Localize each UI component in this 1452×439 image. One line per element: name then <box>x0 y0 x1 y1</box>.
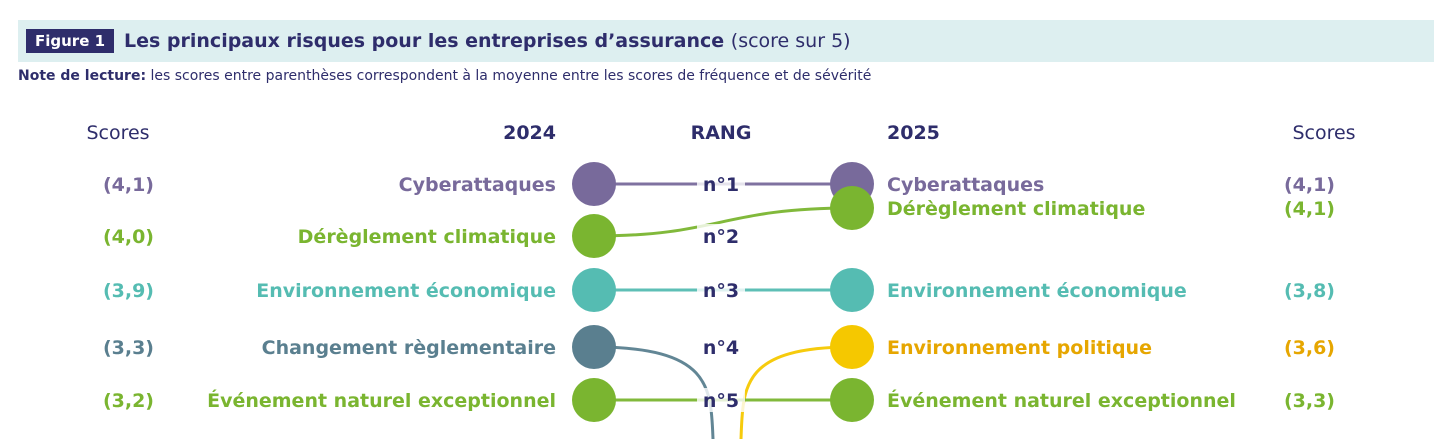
ranks-layer: n°1 n°2 n°3 n°4 n°5 <box>697 172 745 412</box>
figure-title: Les principaux risques pour les entrepri… <box>124 28 851 54</box>
node-2024 <box>572 214 616 258</box>
node-2025 <box>830 378 874 422</box>
rank-halo <box>697 172 745 196</box>
reading-note-text: les scores entre parenthèses corresponde… <box>150 68 872 84</box>
rank-label: n°1 <box>703 174 739 196</box>
node-2024 <box>572 162 616 206</box>
node-2024 <box>572 268 616 312</box>
label-2024: Événement naturel exceptionnel <box>207 389 556 412</box>
figure-subtitle: (score sur 5) <box>730 30 851 52</box>
header-year-left: 2024 <box>503 122 556 144</box>
rank-halo <box>697 388 745 412</box>
score-2025: (3,8) <box>1284 280 1335 302</box>
label-2025: Événement naturel exceptionnel <box>887 389 1236 412</box>
reading-note-lead: Note de lecture: <box>18 68 147 84</box>
label-2025: Dérèglement climatique <box>887 198 1145 220</box>
score-2025: (4,1) <box>1284 198 1335 220</box>
score-2025: (3,3) <box>1284 390 1335 412</box>
label-2025: Environnement politique <box>887 337 1152 359</box>
node-2024 <box>572 378 616 422</box>
label-2024: Dérèglement climatique <box>298 226 556 248</box>
rank-halo <box>697 224 745 248</box>
node-2025 <box>830 268 874 312</box>
score-2024: (3,9) <box>103 280 154 302</box>
label-2024: Changement règlementaire <box>262 337 556 359</box>
node-2025 <box>830 325 874 369</box>
label-2025: Cyberattaques <box>887 174 1044 196</box>
label-2024: Environnement économique <box>256 280 556 302</box>
figure-tag: Figure 1 <box>26 29 115 53</box>
figure-title-text: Les principaux risques pour les entrepri… <box>124 30 725 52</box>
link-line <box>593 345 715 439</box>
score-2024: (3,3) <box>103 337 154 359</box>
labels-layer: Cyberattaques (4,1) Dérèglement climatique… <box>103 174 1335 412</box>
score-2025: (3,6) <box>1284 337 1335 359</box>
score-2024: (4,0) <box>103 226 154 248</box>
header-scores-right: Scores <box>1292 122 1355 144</box>
rank-halo <box>697 278 745 302</box>
header-rank: RANG <box>691 122 752 144</box>
rank-label: n°4 <box>703 337 739 359</box>
node-2024 <box>572 325 616 369</box>
label-2025: Environnement économique <box>887 280 1187 302</box>
rank-label: n°5 <box>703 390 739 412</box>
header-year-right: 2025 <box>887 122 940 144</box>
link-line <box>739 345 853 439</box>
score-2024: (4,1) <box>103 174 154 196</box>
link-line <box>593 206 853 238</box>
node-2025 <box>830 186 874 230</box>
score-2024: (3,2) <box>103 390 154 412</box>
rank-halo <box>697 335 745 359</box>
header-scores-left: Scores <box>86 122 149 144</box>
nodes-layer <box>572 162 874 422</box>
reading-note: Note de lecture: les scores entre parent… <box>18 68 871 84</box>
label-2024: Cyberattaques <box>399 174 556 196</box>
rank-label: n°3 <box>703 280 739 302</box>
score-2025: (4,1) <box>1284 174 1335 196</box>
title-bar: Figure 1 Les principaux risques pour les… <box>18 20 1434 62</box>
rank-label: n°2 <box>703 226 739 248</box>
